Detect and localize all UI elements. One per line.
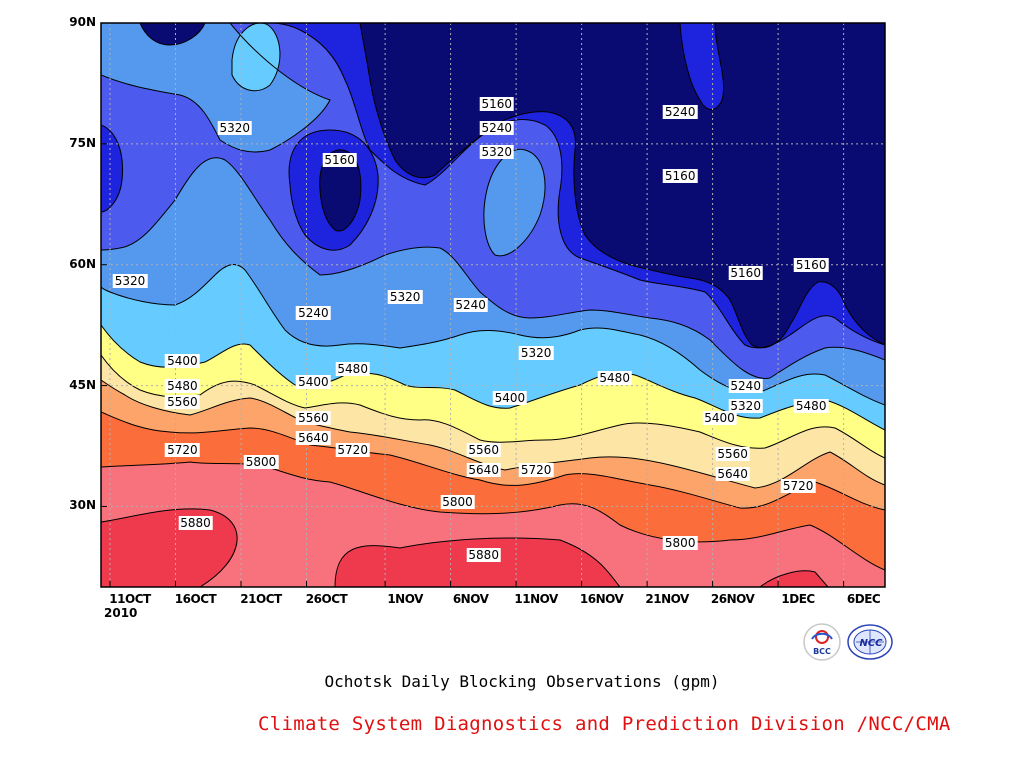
y-tick-label: 75N [69,135,96,150]
contour-label: 5560 [296,410,331,425]
x-tick-label: 6DEC [846,592,881,606]
contour-label: 5160 [793,257,829,272]
contour-label: 5320 [479,144,515,159]
band-5320-5400-upper [101,23,330,152]
contour-label: 5480 [165,378,200,393]
contour-label: 5560 [715,447,750,462]
contour-label: 5800 [243,455,279,470]
contour-label: 5560 [466,443,501,458]
band-lt-5160-pocket [319,149,361,231]
contour-label: 5720 [518,463,554,478]
x-tick-label: 16OCT [174,592,217,606]
contour-label: 5480 [793,398,829,413]
svg-text:BCC: BCC [813,647,831,656]
contour-label: 5240 [453,298,488,312]
contour-label: 5240 [479,120,515,135]
x-year-label: 2010 [104,606,138,620]
x-tick-label: 1NOV [387,592,423,606]
chart-title: Ochotsk Daily Blocking Observations (gpm… [324,672,720,691]
contour-label: 5320 [217,120,253,135]
contour-label: 5240 [296,306,331,321]
band-5160-5240-pocket [101,125,123,212]
contour-label: 5320 [728,398,763,413]
contour-label: 5160 [728,265,763,280]
contour-label: 5880 [178,515,213,530]
contour-label: 5720 [165,443,200,458]
x-tick-label: 21NOV [645,592,689,606]
contour-label: 5160 [662,169,698,184]
contour-label: 5880 [466,547,501,562]
contour-label: 5480 [335,362,370,377]
contour-label: 5160 [479,96,515,111]
contour-label: 5320 [387,289,423,304]
contour-label: 5800 [440,495,475,510]
x-tick-label: 11NOV [514,592,558,606]
x-tick-label: 1DEC [781,592,815,606]
x-tick-label: 6NOV [452,592,489,606]
y-tick-label: 45N [69,377,96,392]
band-5400-5480-pocket [232,23,280,91]
contour-label: 5640 [466,463,501,478]
contour-label: 5400 [702,410,737,425]
x-tick-label: 26OCT [305,592,348,606]
contour-label: 5480 [597,370,632,385]
ncc-logo: NCC [847,624,893,660]
contour-label: 5320 [112,273,148,288]
contour-label: 5720 [780,479,816,494]
x-tick-label: 16NOV [579,592,624,606]
contour-label: 5400 [296,374,331,389]
contour-label: 5640 [296,430,331,445]
y-tick-label: 90N [69,15,96,29]
x-tick-label: 21OCT [240,592,282,606]
contour-label: 5640 [715,467,750,482]
band-5320-5400-pocket [483,149,545,256]
contour-label: 5240 [662,104,698,119]
x-tick-label: 26NOV [710,592,755,606]
svg-text:NCC: NCC [859,638,883,649]
contour-label: 5400 [165,354,200,369]
axis-ticks [101,22,845,587]
contour-label: 5560 [165,394,200,409]
contour-label: 5160 [322,152,357,167]
plot-frame [100,22,886,588]
band-5880-region [760,570,828,587]
y-tick-label: 60N [69,256,96,271]
grid-lines [101,23,885,587]
band-5880-region [335,537,620,587]
contour-label: 5400 [492,390,528,405]
x-tick-label: 11OCT [109,592,151,606]
contour-label: 5800 [662,535,698,550]
contour-label: 5240 [728,378,763,393]
contour-label: 5720 [335,443,370,458]
y-tick-label: 30N [69,498,96,513]
contour-label: 5320 [518,346,554,361]
bcc-logo: BCC [803,623,841,661]
credit-line: Climate System Diagnostics and Predictio… [258,713,951,735]
